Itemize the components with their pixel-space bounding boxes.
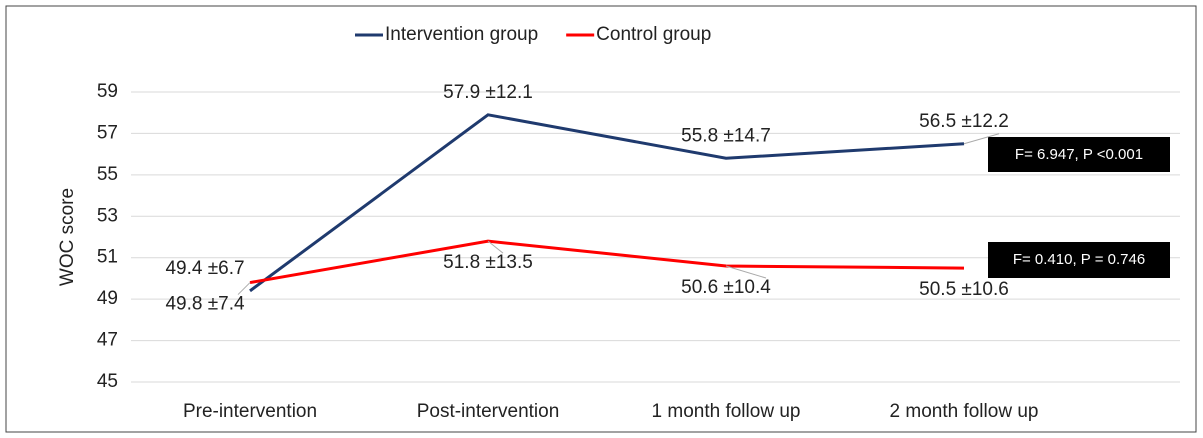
legend-label: Intervention group bbox=[385, 24, 538, 45]
annotation-box bbox=[988, 242, 1170, 278]
y-tick-label: 49 bbox=[97, 288, 118, 309]
data-label: 50.6 ±10.4 bbox=[681, 277, 771, 298]
x-tick-label: 1 month follow up bbox=[652, 401, 801, 422]
data-label: 49.4 ±6.7 bbox=[165, 258, 244, 279]
leader-line bbox=[963, 133, 1000, 145]
y-tick-label: 57 bbox=[97, 122, 118, 143]
data-label: 55.8 ±14.7 bbox=[681, 125, 771, 146]
data-label: 56.5 ±12.2 bbox=[919, 111, 1009, 132]
y-axis-label: WOC score bbox=[57, 188, 78, 286]
leader-line bbox=[725, 265, 767, 279]
leader-line bbox=[237, 282, 251, 295]
y-tick-label: 55 bbox=[97, 164, 118, 185]
data-label: 51.8 ±13.5 bbox=[443, 252, 533, 273]
y-tick-label: 47 bbox=[97, 330, 118, 351]
y-tick-label: 51 bbox=[97, 247, 118, 268]
leader-line bbox=[487, 240, 504, 254]
data-label: 57.9 ±12.1 bbox=[443, 82, 533, 103]
annotation: F= 0.410, P = 0.746 bbox=[1013, 251, 1145, 268]
x-tick-label: 2 month follow up bbox=[890, 401, 1039, 422]
chart-border bbox=[5, 5, 1197, 433]
y-tick-label: 45 bbox=[97, 371, 118, 392]
series-line bbox=[249, 113, 965, 293]
legend-label: Control group bbox=[596, 24, 711, 45]
annotation-box bbox=[988, 137, 1170, 172]
x-tick-label: Pre-intervention bbox=[183, 401, 317, 422]
y-tick-label: 53 bbox=[97, 205, 118, 226]
y-tick-label: 59 bbox=[97, 81, 118, 102]
series-line bbox=[249, 239, 965, 285]
x-tick-label: Post-intervention bbox=[417, 401, 560, 422]
data-label: 49.8 ±7.4 bbox=[165, 294, 245, 315]
annotation: F= 6.947, P <0.001 bbox=[1015, 146, 1143, 163]
data-label: 50.5 ±10.6 bbox=[919, 279, 1009, 300]
